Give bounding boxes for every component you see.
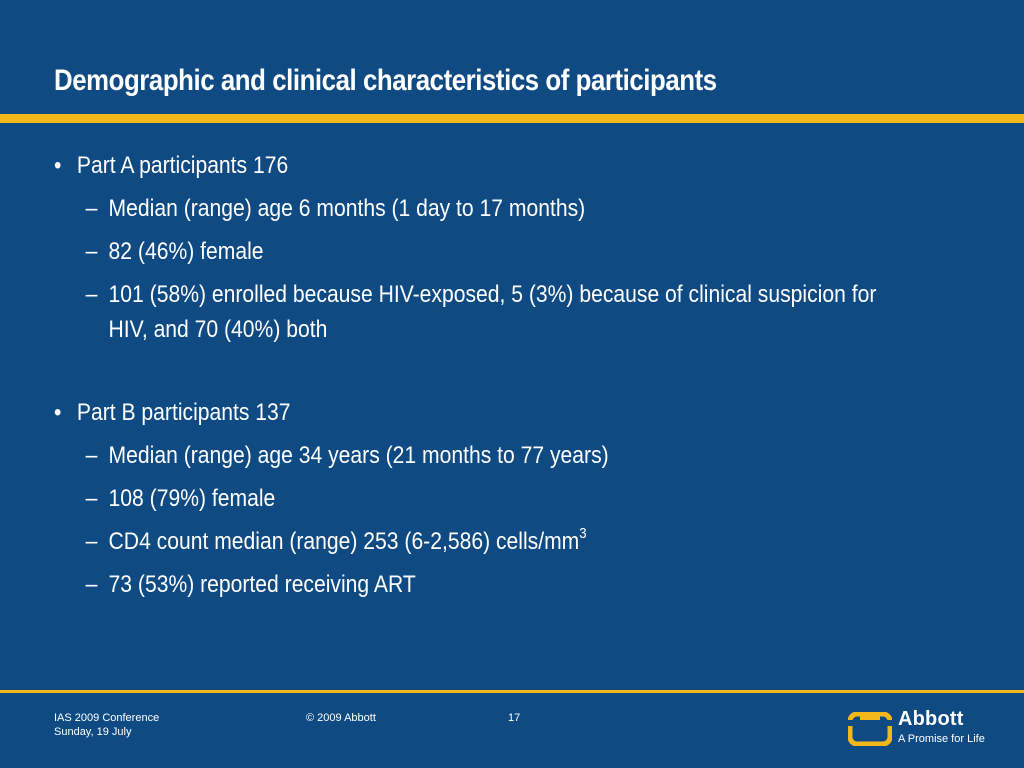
brand-tagline: A Promise for Life (898, 733, 985, 745)
footer-copyright: © 2009 Abbott (306, 712, 376, 724)
title-divider (0, 114, 1024, 123)
sub-bullet-marker: – (85, 528, 98, 555)
sub-bullet-part-b-art: – 73 (53%) reported receiving ART (54, 567, 846, 602)
abbott-logo-icon (847, 711, 893, 747)
sub-bullet-part-b-female: – 108 (79%) female (54, 481, 846, 516)
brand-name: Abbott (898, 708, 964, 730)
bullet-text: Part A participants 176 (76, 152, 289, 179)
bullet-marker: • (54, 399, 62, 426)
footer-conference: IAS 2009 Conference (54, 712, 160, 724)
sub-bullet-part-a-age: – Median (range) age 6 months (1 day to … (54, 191, 846, 226)
sub-bullet-text: 101 (58%) enrolled because HIV-exposed, … (108, 281, 877, 343)
sub-bullet-text: CD4 count median (range) 253 (6-2,586) c… (109, 524, 919, 559)
bullet-text: Part B participants 137 (76, 399, 291, 426)
sub-bullet-marker: – (85, 571, 98, 598)
footer-conference-block: IAS 2009 Conference Sunday, 19 July (54, 711, 159, 739)
sub-bullet-marker: – (85, 485, 98, 512)
cd4-text: CD4 count median (range) 253 (6-2,586) c… (108, 528, 580, 555)
sub-bullet-part-b-age: – Median (range) age 34 years (21 months… (54, 438, 846, 473)
sub-bullet-marker: – (85, 281, 98, 308)
footer-divider (0, 690, 1024, 693)
cd4-superscript: 3 (579, 525, 587, 542)
bullet-part-a: • Part A participants 176 (54, 148, 846, 183)
footer-date: Sunday, 19 July (54, 726, 132, 738)
sub-bullet-text: 108 (79%) female (108, 485, 276, 512)
slide-content: • Part A participants 176 – Median (rang… (54, 140, 954, 602)
sub-bullet-part-a-female: – 82 (46%) female (54, 234, 846, 269)
sub-bullet-text: 82 (46%) female (108, 238, 264, 265)
sub-bullet-marker: – (85, 238, 98, 265)
bullet-marker: • (54, 152, 62, 179)
footer-page-number: 17 (508, 712, 521, 724)
sub-bullet-text: Median (range) age 34 years (21 months t… (108, 442, 609, 469)
bullet-part-b: • Part B participants 137 (54, 395, 846, 430)
sub-bullet-text: Median (range) age 6 months (1 day to 17… (108, 195, 586, 222)
sub-bullet-marker: – (85, 442, 98, 469)
sub-bullet-part-a-enrollment: – 101 (58%) enrolled because HIV-exposed… (54, 277, 877, 347)
slide-title: Demographic and clinical characteristics… (54, 64, 717, 97)
sub-bullet-part-b-cd4: – CD4 count median (range) 253 (6-2,586)… (54, 524, 846, 559)
section-spacer (54, 347, 954, 387)
sub-bullet-text: 73 (53%) reported receiving ART (108, 571, 416, 598)
sub-bullet-marker: – (85, 195, 98, 222)
